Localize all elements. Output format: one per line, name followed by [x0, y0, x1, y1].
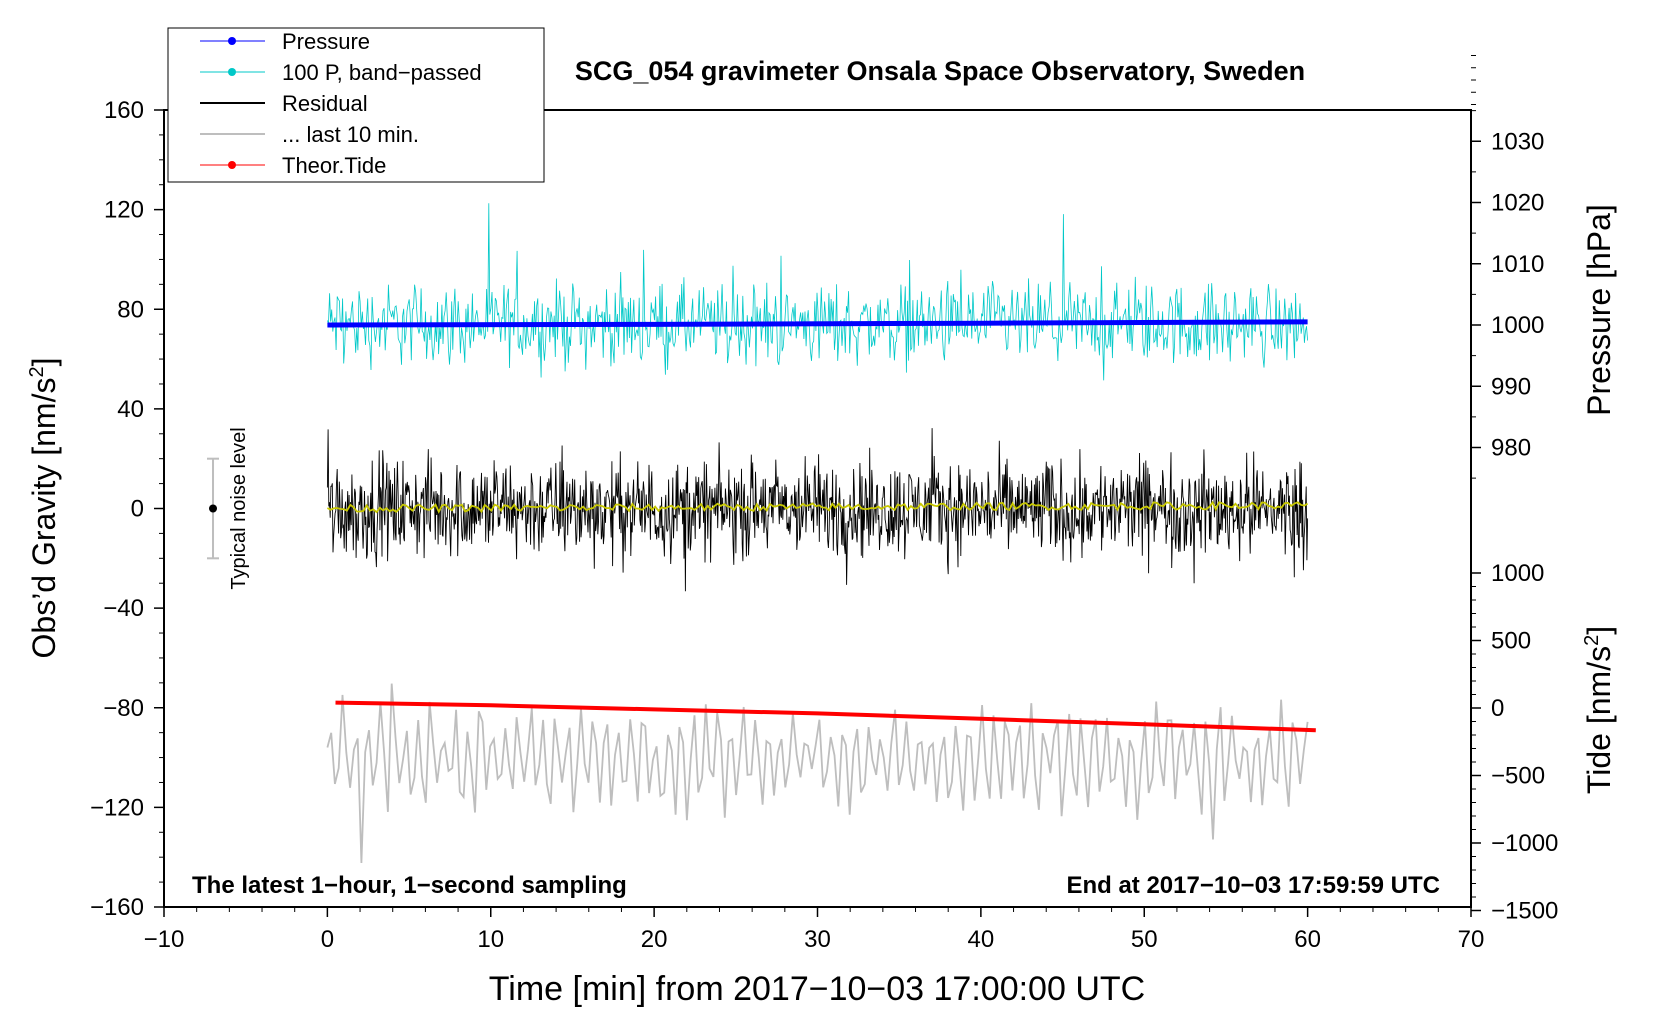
legend-entry: Pressure	[200, 29, 370, 54]
series-theoretical-tide	[335, 700, 1316, 733]
pressure-tick-label: 1030	[1491, 128, 1544, 155]
x-tick-label: 50	[1131, 926, 1158, 953]
legend-label: ... last 10 min.	[282, 122, 419, 147]
y-axis-tide-label: Tide [nm/s2]	[1581, 626, 1617, 794]
tide-tick-label: 500	[1491, 628, 1531, 655]
pressure-tick-label: 990	[1491, 373, 1531, 400]
x-axis-label: Time [min] from 2017−10−03 17:00:00 UTC	[489, 970, 1145, 1008]
legend-entry: ... last 10 min.	[200, 122, 419, 147]
y-left-tick-label: −40	[103, 595, 144, 622]
x-tick-label: 10	[477, 926, 504, 953]
legend-label: 100 P, band−passed	[282, 60, 482, 85]
legend-marker	[228, 68, 236, 76]
x-tick-label: 0	[321, 926, 334, 953]
y-left-tick-label: −160	[90, 894, 144, 921]
tide-tick-label: 0	[1491, 695, 1504, 722]
legend-box	[167, 27, 545, 183]
y-left-tick-label: −120	[90, 794, 144, 821]
x-tick-label: 20	[641, 926, 668, 953]
x-tick-label: 30	[804, 926, 831, 953]
x-tick-label: 60	[1294, 926, 1321, 953]
pressure-tick-label: 1020	[1491, 190, 1544, 217]
data-layer	[326, 203, 1316, 864]
series-residual	[326, 428, 1309, 592]
y-axis-tide-label-sup: 2	[1581, 635, 1603, 646]
y-axis-left-label-main: Obs’d Gravity [nm/s	[26, 378, 62, 659]
legend-entries: Pressure 100 P, band−passed Residual ... la…	[200, 29, 482, 178]
y-axis-left-label-sup: 2	[26, 366, 48, 377]
y-axis-tide-label-main: Tide [nm/s	[1581, 646, 1617, 794]
y-left-tick-label: 160	[104, 97, 144, 124]
legend: Pressure 100 P, band−passed Residual ... la…	[167, 27, 545, 183]
pressure-tick-label: 1000	[1491, 312, 1544, 339]
tide-tick-label: −500	[1491, 763, 1545, 790]
pressure-tick-label: 1010	[1491, 251, 1544, 278]
y-left-tick-label: 40	[117, 396, 144, 423]
legend-label: Pressure	[282, 29, 370, 54]
legend-entry: 100 P, band−passed	[200, 60, 482, 85]
legend-entry: Residual	[200, 91, 368, 116]
y-axis-left-label-close: ]	[26, 358, 62, 367]
annotation-sampling: The latest 1−hour, 1−second sampling	[192, 872, 627, 899]
pressure-tick-label: 980	[1491, 435, 1531, 462]
series-last-10-min	[326, 683, 1309, 864]
chart-title: SCG_054 gravimeter Onsala Space Observat…	[575, 56, 1305, 86]
y-left-tick-label: 0	[131, 496, 144, 523]
legend-label: Residual	[282, 91, 368, 116]
ticks-layer: −10 0 10 20 30 40 50 60 70−160−120−80−4004080120…	[90, 55, 1558, 953]
x-tick-label: 40	[968, 926, 995, 953]
noise-bar-center-dot	[209, 504, 218, 513]
series-bandpassed-pressure	[327, 203, 1308, 381]
series-residual-smoothed	[327, 500, 1309, 514]
legend-label: Theor.Tide	[282, 153, 386, 178]
tide-tick-label: −1000	[1491, 830, 1558, 857]
x-tick-label: −10	[144, 926, 185, 953]
legend-marker	[228, 161, 236, 169]
noise-level-label: Typical noise level	[228, 427, 250, 589]
tide-tick-label: −1500	[1491, 898, 1558, 925]
tide-tick-label: 1000	[1491, 560, 1544, 587]
x-tick-label: 70	[1458, 926, 1485, 953]
legend-marker	[228, 37, 236, 45]
legend-entry: Theor.Tide	[200, 153, 386, 178]
annotation-end-time: End at 2017−10−03 17:59:59 UTC	[1066, 872, 1440, 899]
noise-level-indicator: Typical noise level	[207, 427, 250, 590]
series-pressure	[327, 319, 1308, 328]
y-axis-pressure-label: Pressure [hPa]	[1581, 204, 1617, 416]
y-left-tick-label: 120	[104, 197, 144, 224]
y-left-tick-label: −80	[103, 695, 144, 722]
y-left-tick-label: 80	[117, 296, 144, 323]
y-axis-tide-label-close: ]	[1581, 626, 1617, 635]
y-axis-left-label: Obs’d Gravity [nm/s2]	[26, 358, 62, 659]
